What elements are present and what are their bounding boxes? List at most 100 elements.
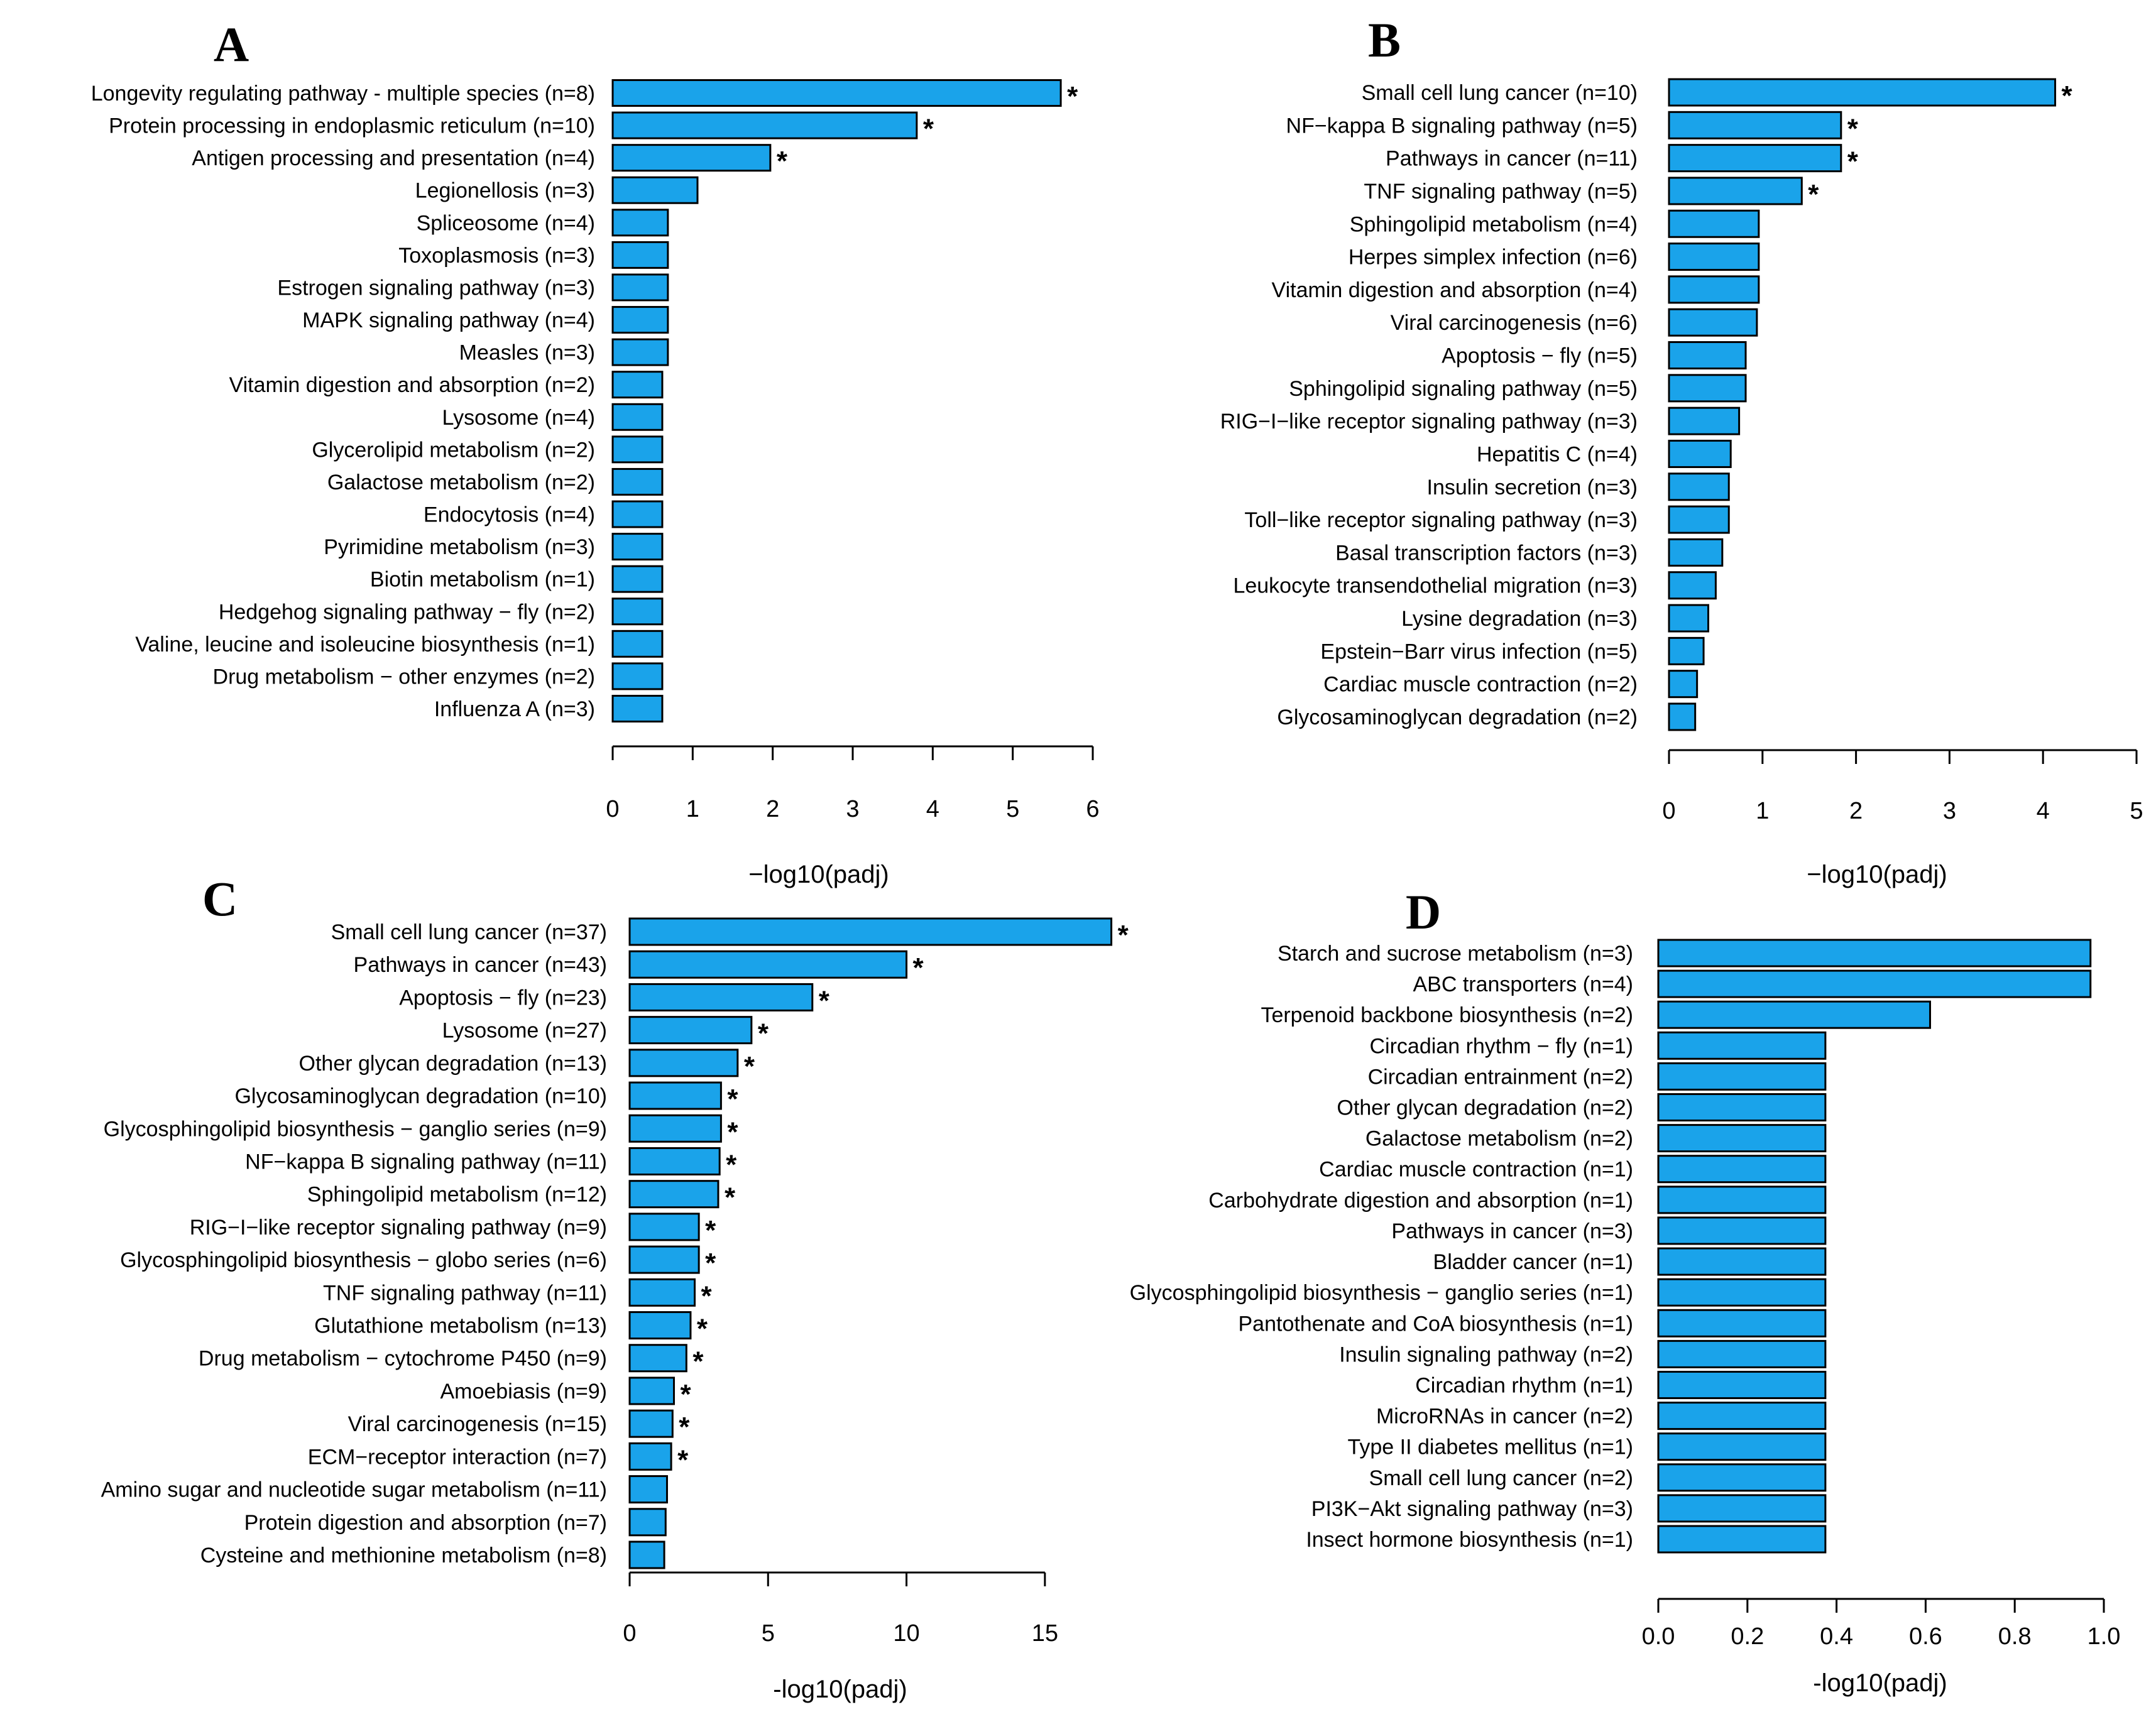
bar bbox=[1657, 1494, 1827, 1523]
category-label: Biotin metabolism (n=1) bbox=[370, 568, 595, 592]
panel-c-x-axis-label: -log10(padj) bbox=[773, 1676, 907, 1703]
category-label: Lysine degradation (n=3) bbox=[1401, 607, 1638, 631]
bar bbox=[1668, 571, 1717, 600]
category-label: Insect hormone biosynthesis (n=1) bbox=[1306, 1528, 1633, 1552]
category-label: Terpenoid backbone biosynthesis (n=2) bbox=[1261, 1003, 1633, 1027]
significance-marker: * bbox=[692, 1346, 704, 1377]
bar bbox=[1657, 1000, 1931, 1029]
category-label: Bladder cancer (n=1) bbox=[1433, 1250, 1633, 1274]
bar bbox=[1668, 308, 1758, 337]
x-tick-label: 15 bbox=[1032, 1620, 1058, 1647]
category-label: Vitamin digestion and absorption (n=4) bbox=[1272, 278, 1638, 302]
bar bbox=[1668, 243, 1760, 271]
bar bbox=[1657, 1339, 1827, 1368]
bar bbox=[628, 1213, 700, 1241]
x-tick-label: 0 bbox=[606, 796, 619, 822]
significance-marker: * bbox=[677, 1444, 689, 1475]
category-label: Herpes simplex infection (n=6) bbox=[1349, 246, 1638, 270]
bar bbox=[1657, 1525, 1827, 1554]
category-label: Drug metabolism − cytochrome P450 (n=9) bbox=[199, 1347, 607, 1371]
bar bbox=[628, 1016, 753, 1045]
bar bbox=[628, 1049, 739, 1077]
significance-marker: * bbox=[679, 1412, 690, 1442]
x-tick-label: 0.8 bbox=[1998, 1623, 2032, 1650]
category-label: Legionellosis (n=3) bbox=[415, 179, 595, 203]
bar bbox=[1668, 505, 1730, 534]
bar bbox=[1657, 1186, 1827, 1214]
bar bbox=[1668, 439, 1732, 468]
bar bbox=[611, 533, 664, 561]
bar bbox=[1657, 1463, 1827, 1492]
bar bbox=[628, 950, 908, 979]
category-label: Drug metabolism − other enzymes (n=2) bbox=[213, 665, 595, 689]
bar bbox=[1657, 1402, 1827, 1431]
bar bbox=[628, 1475, 668, 1504]
x-tick-label: 0.2 bbox=[1731, 1623, 1764, 1650]
category-label: Pathways in cancer (n=43) bbox=[354, 953, 607, 977]
category-label: Galactose metabolism (n=2) bbox=[1365, 1127, 1633, 1151]
bar bbox=[628, 1245, 700, 1274]
x-tick-label: 0 bbox=[623, 1620, 636, 1647]
category-label: Apoptosis − fly (n=23) bbox=[399, 986, 607, 1010]
category-label: Glycerolipid metabolism (n=2) bbox=[312, 438, 595, 462]
x-tick-label: 3 bbox=[846, 796, 859, 822]
category-label: Valine, leucine and isoleucine biosynthe… bbox=[135, 633, 595, 657]
category-label: Carbohydrate digestion and absorption (n… bbox=[1208, 1189, 1633, 1213]
category-label: Type II diabetes mellitus (n=1) bbox=[1347, 1436, 1633, 1459]
category-label: NF−kappa B signaling pathway (n=11) bbox=[245, 1150, 607, 1174]
bar bbox=[611, 467, 664, 496]
significance-marker: * bbox=[705, 1248, 716, 1278]
category-label: Cysteine and methionine metabolism (n=8) bbox=[200, 1544, 607, 1567]
category-label: Amino sugar and nucleotide sugar metabol… bbox=[101, 1478, 607, 1502]
category-label: Glycosaminoglycan degradation (n=10) bbox=[234, 1084, 607, 1108]
bar bbox=[611, 597, 664, 626]
bar bbox=[628, 1114, 722, 1143]
significance-marker: * bbox=[758, 1018, 769, 1049]
x-tick-label: 6 bbox=[1086, 796, 1099, 822]
category-label: Protein digestion and absorption (n=7) bbox=[244, 1511, 607, 1535]
category-label: RIG−I−like receptor signaling pathway (n… bbox=[1220, 410, 1638, 433]
category-label: Insulin signaling pathway (n=2) bbox=[1339, 1343, 1633, 1366]
x-tick-label: 1 bbox=[1756, 798, 1769, 824]
bar bbox=[1668, 702, 1697, 731]
category-label: Protein processing in endoplasmic reticu… bbox=[109, 114, 595, 138]
bar bbox=[628, 1311, 692, 1340]
bar bbox=[1657, 1309, 1827, 1338]
bar bbox=[628, 1278, 696, 1307]
category-label: MAPK signaling pathway (n=4) bbox=[302, 308, 595, 332]
category-label: Vitamin digestion and absorption (n=2) bbox=[229, 373, 595, 397]
bar bbox=[611, 79, 1062, 107]
bar bbox=[1668, 177, 1803, 205]
category-label: Influenza A (n=3) bbox=[434, 697, 595, 721]
significance-marker: * bbox=[913, 952, 924, 983]
category-label: Toll−like receptor signaling pathway (n=… bbox=[1244, 508, 1638, 532]
category-label: Glutathione metabolism (n=13) bbox=[314, 1314, 607, 1338]
x-tick-label: 1.0 bbox=[2088, 1623, 2121, 1650]
bar bbox=[611, 371, 664, 399]
significance-marker: * bbox=[727, 1084, 738, 1115]
panel-b-x-axis-label: −log10(padj) bbox=[1807, 861, 1947, 888]
panel-label-a: A bbox=[214, 17, 249, 72]
panel-c-bars: Small cell lung cancer (n=37) * Pathways i… bbox=[101, 917, 1129, 1569]
bar bbox=[1668, 275, 1760, 304]
x-tick-label: 2 bbox=[1849, 798, 1863, 824]
category-label: PI3K−Akt signaling pathway (n=3) bbox=[1311, 1497, 1633, 1521]
category-label: Endocytosis (n=4) bbox=[424, 503, 595, 527]
bar bbox=[1668, 341, 1747, 370]
bar bbox=[1668, 374, 1747, 403]
bar bbox=[611, 403, 664, 431]
category-label: Basal transcription factors (n=3) bbox=[1335, 541, 1638, 565]
significance-marker: * bbox=[701, 1280, 713, 1311]
bar bbox=[628, 1508, 667, 1537]
bar bbox=[628, 1442, 672, 1471]
category-label: Hedgehog signaling pathway − fly (n=2) bbox=[219, 600, 595, 624]
significance-marker: * bbox=[1847, 146, 1859, 177]
significance-marker: * bbox=[744, 1051, 755, 1082]
category-label: Sphingolipid metabolism (n=12) bbox=[307, 1183, 607, 1207]
significance-marker: * bbox=[727, 1116, 738, 1147]
x-tick-label: 5 bbox=[1006, 796, 1019, 822]
bar bbox=[1668, 636, 1705, 665]
category-label: Pyrimidine metabolism (n=3) bbox=[324, 535, 595, 559]
panel-a-bars: Longevity regulating pathway - multiple … bbox=[91, 79, 1078, 722]
